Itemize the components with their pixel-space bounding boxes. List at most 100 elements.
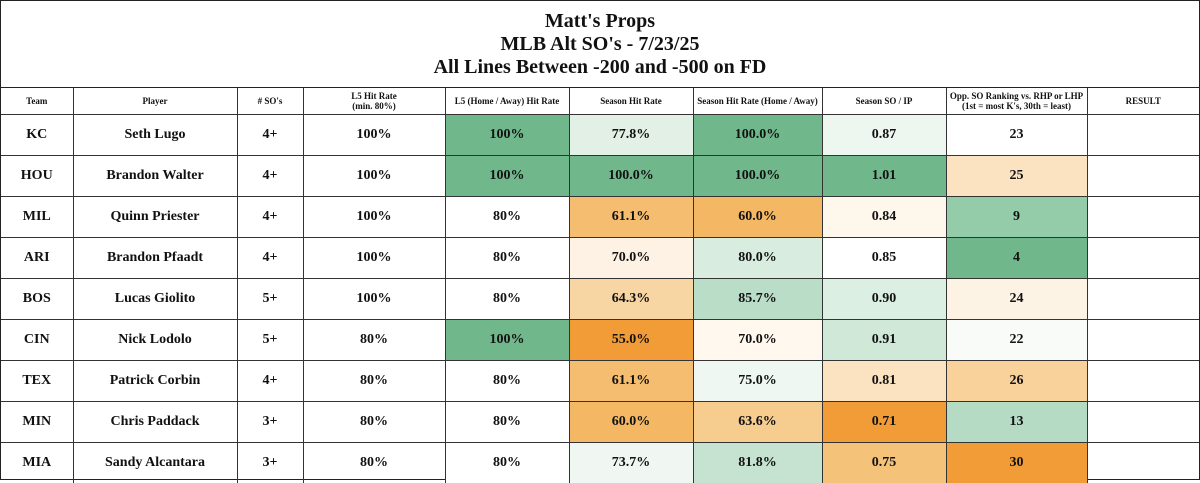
header-l5-home-away-hit-rate: L5 (Home / Away) Hit Rate bbox=[445, 88, 569, 115]
l5-hit-rate-cell: 100% bbox=[303, 238, 445, 279]
l5-hit-rate-cell: 80% bbox=[303, 443, 445, 483]
result-cell bbox=[1087, 115, 1199, 156]
result-cell bbox=[1087, 238, 1199, 279]
season-hit-rate-cell: 100.0% bbox=[569, 156, 693, 197]
season-so-ip-cell: 0.90 bbox=[822, 279, 946, 320]
season-home-away-cell: 75.0% bbox=[693, 361, 822, 402]
season-home-away-cell: 100.0% bbox=[693, 115, 822, 156]
season-so-ip-cell: 0.87 bbox=[822, 115, 946, 156]
opp-ranking-cell: 13 bbox=[946, 402, 1087, 443]
team-cell: BOS bbox=[1, 279, 73, 320]
header-result: RESULT bbox=[1087, 88, 1199, 115]
season-home-away-cell: 63.6% bbox=[693, 402, 822, 443]
opp-ranking-cell: 9 bbox=[946, 197, 1087, 238]
team-cell: HOU bbox=[1, 156, 73, 197]
season-so-ip-cell: 0.75 bbox=[822, 443, 946, 483]
season-hit-rate-cell: 55.0% bbox=[569, 320, 693, 361]
so-line-cell: 4+ bbox=[237, 156, 303, 197]
player-cell: Nick Lodolo bbox=[73, 320, 237, 361]
opp-ranking-cell: 4 bbox=[946, 238, 1087, 279]
season-hit-rate-cell: 73.7% bbox=[569, 443, 693, 483]
player-cell: Seth Lugo bbox=[73, 115, 237, 156]
l5-hit-rate-cell: 80% bbox=[303, 402, 445, 443]
l5-hit-rate-cell: 80% bbox=[303, 361, 445, 402]
l5-hit-rate-cell: 100% bbox=[303, 156, 445, 197]
team-cell: ARI bbox=[1, 238, 73, 279]
season-hit-rate-cell: 77.8% bbox=[569, 115, 693, 156]
player-cell: Brandon Walter bbox=[73, 156, 237, 197]
l5-hit-rate-cell: 80% bbox=[303, 320, 445, 361]
player-cell: Lucas Giolito bbox=[73, 279, 237, 320]
opp-ranking-cell: 24 bbox=[946, 279, 1087, 320]
season-hit-rate-cell: 61.1% bbox=[569, 197, 693, 238]
header-season-so-ip: Season SO / IP bbox=[822, 88, 946, 115]
opp-ranking-cell: 26 bbox=[946, 361, 1087, 402]
season-so-ip-cell: 1.01 bbox=[822, 156, 946, 197]
player-cell: Quinn Priester bbox=[73, 197, 237, 238]
result-cell bbox=[1087, 320, 1199, 361]
so-line-cell: 5+ bbox=[237, 279, 303, 320]
player-cell: Chris Paddack bbox=[73, 402, 237, 443]
result-cell bbox=[1087, 443, 1199, 483]
l5-home-away-cell: 80% bbox=[445, 238, 569, 279]
player-cell: Sandy Alcantara bbox=[73, 443, 237, 483]
header-opp-so-ranking: Opp. SO Ranking vs. RHP or LHP(1st = mos… bbox=[946, 88, 1087, 115]
l5-home-away-cell: 100% bbox=[445, 156, 569, 197]
season-so-ip-cell: 0.91 bbox=[822, 320, 946, 361]
l5-hit-rate-cell: 100% bbox=[303, 279, 445, 320]
l5-hit-rate-cell: 100% bbox=[303, 197, 445, 238]
player-cell: Brandon Pfaadt bbox=[73, 238, 237, 279]
result-cell bbox=[1087, 156, 1199, 197]
result-cell bbox=[1087, 197, 1199, 238]
so-line-cell: 3+ bbox=[237, 443, 303, 483]
l5-home-away-cell: 100% bbox=[445, 115, 569, 156]
season-so-ip-cell: 0.84 bbox=[822, 197, 946, 238]
result-cell bbox=[1087, 361, 1199, 402]
opp-ranking-cell: 25 bbox=[946, 156, 1087, 197]
header-season-home-away-hit-rate: Season Hit Rate (Home / Away) bbox=[693, 88, 822, 115]
season-hit-rate-cell: 64.3% bbox=[569, 279, 693, 320]
season-hit-rate-cell: 61.1% bbox=[569, 361, 693, 402]
team-cell: MIN bbox=[1, 402, 73, 443]
l5-home-away-cell: 80% bbox=[445, 443, 569, 483]
season-home-away-cell: 80.0% bbox=[693, 238, 822, 279]
opp-ranking-cell: 30 bbox=[946, 443, 1087, 483]
team-cell: CIN bbox=[1, 320, 73, 361]
result-cell bbox=[1087, 402, 1199, 443]
so-line-cell: 4+ bbox=[237, 238, 303, 279]
header-so-line: # SO's bbox=[237, 88, 303, 115]
title-line-1: Matt's Props bbox=[545, 10, 655, 33]
season-home-away-cell: 70.0% bbox=[693, 320, 822, 361]
title-line-3: All Lines Between -200 and -500 on FD bbox=[434, 56, 767, 79]
title-block: Matt's Props MLB Alt SO's - 7/23/25 All … bbox=[1, 1, 1199, 88]
so-line-cell: 4+ bbox=[237, 361, 303, 402]
so-line-cell: 4+ bbox=[237, 115, 303, 156]
so-line-cell: 5+ bbox=[237, 320, 303, 361]
header-player: Player bbox=[73, 88, 237, 115]
season-hit-rate-cell: 70.0% bbox=[569, 238, 693, 279]
opp-ranking-cell: 22 bbox=[946, 320, 1087, 361]
header-season-hit-rate: Season Hit Rate bbox=[569, 88, 693, 115]
l5-home-away-cell: 80% bbox=[445, 197, 569, 238]
team-cell: MIA bbox=[1, 443, 73, 483]
season-home-away-cell: 100.0% bbox=[693, 156, 822, 197]
so-line-cell: 3+ bbox=[237, 402, 303, 443]
header-team: Team bbox=[1, 88, 73, 115]
header-l5-hit-rate: L5 Hit Rate(min. 80%) bbox=[303, 88, 445, 115]
l5-home-away-cell: 80% bbox=[445, 279, 569, 320]
player-cell: Patrick Corbin bbox=[73, 361, 237, 402]
season-so-ip-cell: 0.81 bbox=[822, 361, 946, 402]
result-cell bbox=[1087, 279, 1199, 320]
team-cell: MIL bbox=[1, 197, 73, 238]
season-hit-rate-cell: 60.0% bbox=[569, 402, 693, 443]
opp-ranking-cell: 23 bbox=[946, 115, 1087, 156]
